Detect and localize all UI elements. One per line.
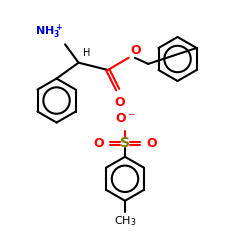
Text: O: O	[93, 137, 104, 150]
Text: $\mathdefault{CH_3}$: $\mathdefault{CH_3}$	[114, 214, 136, 228]
Text: S: S	[120, 136, 130, 150]
Text: O: O	[115, 96, 126, 109]
Text: O$^-$: O$^-$	[114, 112, 136, 125]
Text: $\mathdefault{NH_3^+}$: $\mathdefault{NH_3^+}$	[35, 23, 63, 42]
Text: O: O	[146, 137, 157, 150]
Text: H: H	[83, 48, 90, 58]
Text: O: O	[130, 44, 140, 57]
